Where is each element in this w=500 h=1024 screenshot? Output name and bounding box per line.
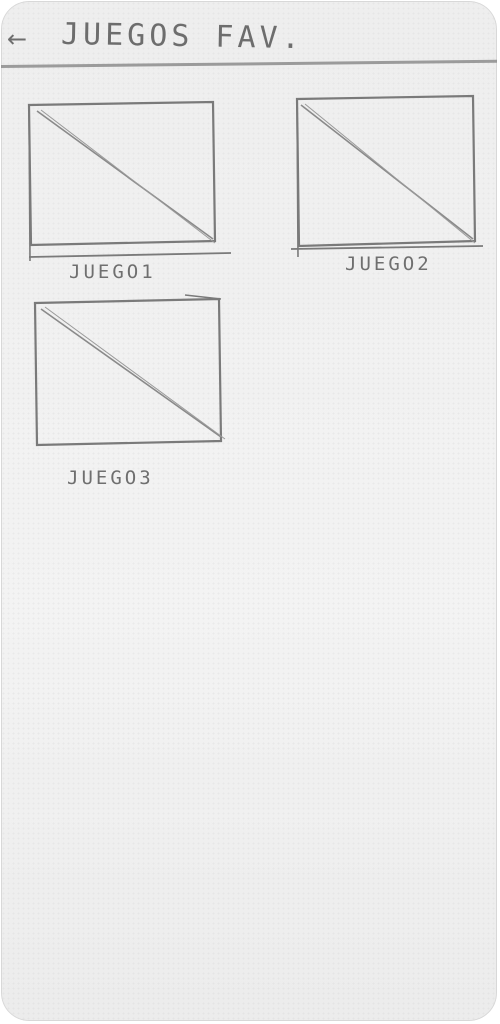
image-placeholder-icon [25,293,235,459]
back-button[interactable]: ← [7,27,27,51]
image-placeholder-icon [287,91,483,261]
game-label: JUEGO3 [67,467,154,489]
arrow-left-icon: ← [7,25,28,53]
game-card-1[interactable]: JUEGO1 [17,99,235,283]
game-card-2[interactable]: JUEGO2 [287,91,483,275]
game-label: JUEGO1 [69,261,156,283]
game-card-3[interactable]: JUEGO3 [25,293,235,489]
page-title: JUEGOS FAV. [60,16,304,57]
game-label: JUEGO2 [345,253,432,275]
header-divider [1,59,497,68]
app-header: ← JUEGOS FAV. [1,1,497,71]
image-placeholder-icon [17,99,235,265]
